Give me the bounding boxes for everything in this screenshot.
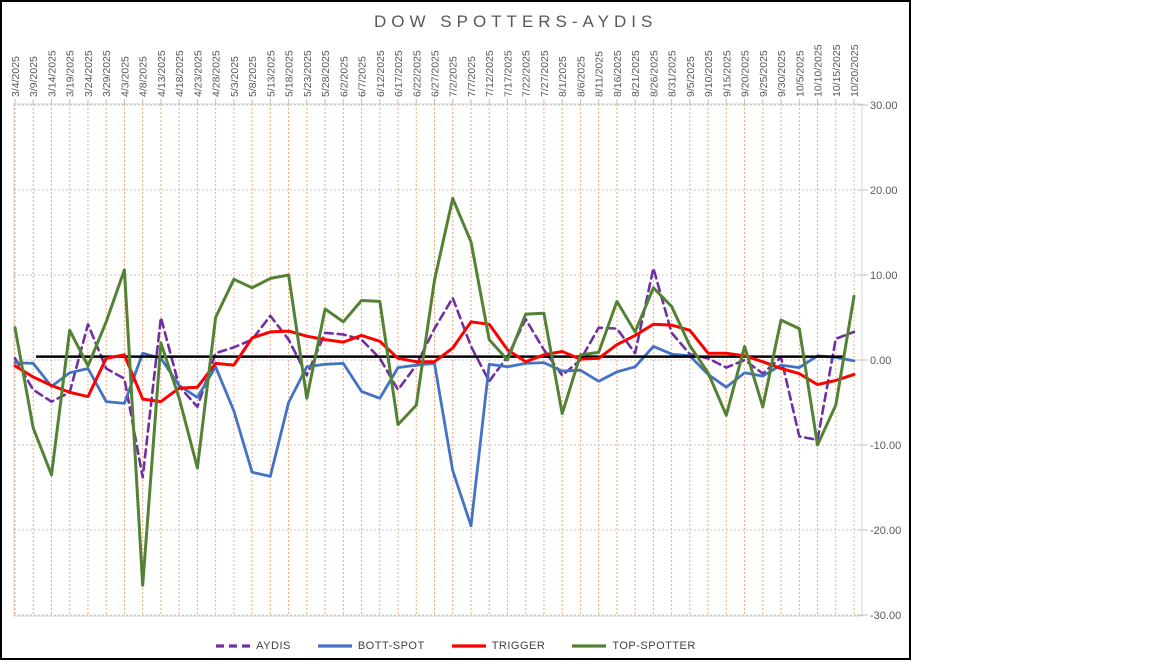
series-line-aydis[interactable]: [13, 266, 856, 479]
x-axis-label: 9/10/2025: [703, 50, 715, 97]
y-axis-label: 0.00: [870, 355, 891, 367]
y-axis-label: 10.00: [870, 270, 898, 282]
legend-line-swatch: [317, 644, 352, 648]
x-axis-label: 9/5/2025: [685, 56, 697, 97]
x-axis-label: 3/29/2025: [101, 50, 113, 97]
legend-item-aydis[interactable]: AYDIS: [215, 640, 291, 652]
x-axis-label: 3/14/2025: [46, 50, 58, 97]
legend-line-swatch: [451, 644, 486, 648]
x-axis-label: 10/10/2025: [813, 44, 825, 97]
x-axis-label: 10/5/2025: [794, 50, 806, 97]
x-axis-label: 6/12/2025: [375, 50, 387, 97]
x-axis-label: 10/20/2025: [849, 44, 861, 97]
chart-legend: AYDIS BOTT-SPOT TRIGGER TOP-SPOTTER: [2, 640, 909, 652]
x-axis-label: 9/15/2025: [721, 50, 733, 97]
y-axis-label: 30.00: [870, 100, 898, 112]
y-axis-label: -30.00: [870, 610, 901, 622]
x-axis-label: 4/13/2025: [156, 50, 168, 97]
plot-svg[interactable]: 3/4/2025 3/9/2025 3/14/2025 3/19/2025 3/24/2…: [2, 2, 909, 658]
x-axis-label: 5/3/2025: [229, 56, 241, 97]
series-line-trigger[interactable]: [13, 320, 856, 404]
x-axis-label: 8/1/2025: [557, 56, 569, 97]
y-axis-label: -10.00: [870, 440, 901, 452]
x-axis-label: 3/9/2025: [28, 56, 40, 97]
x-axis-label: 4/18/2025: [174, 50, 186, 97]
x-axis-label: 6/17/2025: [393, 50, 405, 97]
x-axis-label: 7/17/2025: [502, 50, 514, 97]
x-axis-label: 4/3/2025: [119, 56, 131, 97]
x-axis-ticks: [14, 99, 855, 104]
x-axis-label: 8/6/2025: [575, 56, 587, 97]
x-axis-labels: 3/4/2025 3/9/2025 3/14/2025 3/19/2025 3/24/2…: [10, 44, 861, 97]
x-axis-label: 8/21/2025: [630, 50, 642, 97]
x-axis-label: 5/13/2025: [265, 50, 277, 97]
x-axis-label: 5/28/2025: [320, 50, 332, 97]
y-axis-ticks: [857, 104, 868, 616]
x-axis-label: 3/24/2025: [83, 50, 95, 97]
x-axis-label: 9/30/2025: [776, 50, 788, 97]
legend-label: BOTT-SPOT: [357, 640, 425, 652]
series-line-top-spotter[interactable]: [13, 197, 856, 587]
x-axis-label: 4/28/2025: [211, 50, 223, 97]
y-axis-label: 20.00: [870, 185, 898, 197]
x-axis-label: 8/11/2025: [594, 51, 606, 97]
chart-object[interactable]: DOW SPOTTERS-AYDIS 3/4/2025 3/9/2025 3/14/…: [0, 0, 911, 660]
x-axis-label: 7/12/2025: [484, 50, 496, 97]
x-axis-label: 8/16/2025: [612, 50, 624, 97]
x-axis-label: 7/27/2025: [539, 50, 551, 97]
x-axis-label: 6/22/2025: [411, 50, 423, 97]
x-axis-label: 6/27/2025: [430, 50, 442, 97]
x-axis-label: 9/20/2025: [740, 50, 752, 97]
legend-line-swatch: [216, 644, 251, 648]
x-axis-label: 5/8/2025: [247, 56, 259, 97]
x-axis-label: 8/26/2025: [648, 50, 660, 97]
x-axis-label: 5/18/2025: [284, 50, 296, 97]
y-axis-labels: 30.00 20.00 10.00 0.00 -10.00 -20.00 -30.00: [870, 100, 901, 622]
chart-title: DOW SPOTTERS-AYDIS: [374, 12, 658, 31]
y-axis-label: -20.00: [870, 525, 901, 537]
legend-item-top-spotter[interactable]: TOP-SPOTTER: [571, 640, 696, 652]
x-axis-label: 6/7/2025: [357, 56, 369, 97]
legend-item-bott-spot[interactable]: BOTT-SPOT: [317, 640, 425, 652]
x-axis-label: 10/15/2025: [831, 44, 843, 97]
x-axis-label: 4/8/2025: [138, 56, 150, 97]
x-axis-label: 7/7/2025: [466, 56, 478, 97]
x-axis-label: 7/2/2025: [448, 56, 460, 97]
legend-line-swatch: [572, 644, 607, 648]
legend-label: TOP-SPOTTER: [612, 640, 696, 652]
legend-label: TRIGGER: [491, 640, 546, 652]
x-axis-label: 3/4/2025: [10, 56, 22, 97]
x-axis-label: 3/19/2025: [65, 50, 77, 97]
x-axis-label: 5/23/2025: [302, 50, 314, 97]
legend-item-trigger[interactable]: TRIGGER: [451, 640, 546, 652]
x-axis-label: 6/2/2025: [338, 56, 350, 97]
x-axis-label: 9/25/2025: [758, 50, 770, 97]
x-axis-label: 7/22/2025: [521, 50, 533, 97]
legend-label: AYDIS: [256, 640, 291, 652]
x-axis-label: 4/23/2025: [192, 50, 204, 97]
x-axis-label: 8/31/2025: [667, 50, 679, 97]
